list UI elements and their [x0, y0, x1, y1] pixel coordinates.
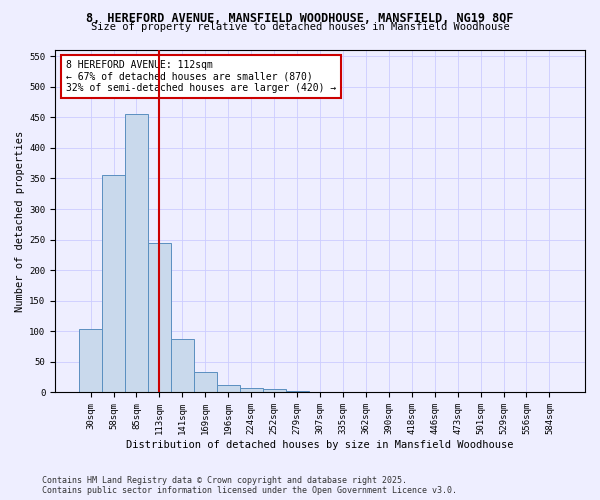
- Bar: [240, 388, 263, 392]
- Bar: [263, 390, 286, 392]
- Bar: [102, 176, 125, 392]
- Bar: [194, 372, 217, 392]
- Bar: [148, 242, 171, 392]
- Text: Size of property relative to detached houses in Mansfield Woodhouse: Size of property relative to detached ho…: [91, 22, 509, 32]
- Text: Contains HM Land Registry data © Crown copyright and database right 2025.
Contai: Contains HM Land Registry data © Crown c…: [42, 476, 457, 495]
- Y-axis label: Number of detached properties: Number of detached properties: [15, 130, 25, 312]
- Bar: [79, 330, 102, 392]
- Text: 8 HEREFORD AVENUE: 112sqm
← 67% of detached houses are smaller (870)
32% of semi: 8 HEREFORD AVENUE: 112sqm ← 67% of detac…: [65, 60, 336, 94]
- Bar: [286, 390, 308, 392]
- Text: 8, HEREFORD AVENUE, MANSFIELD WOODHOUSE, MANSFIELD, NG19 8QF: 8, HEREFORD AVENUE, MANSFIELD WOODHOUSE,…: [86, 12, 514, 26]
- Bar: [125, 114, 148, 392]
- Bar: [171, 338, 194, 392]
- Bar: [217, 384, 240, 392]
- X-axis label: Distribution of detached houses by size in Mansfield Woodhouse: Distribution of detached houses by size …: [126, 440, 514, 450]
